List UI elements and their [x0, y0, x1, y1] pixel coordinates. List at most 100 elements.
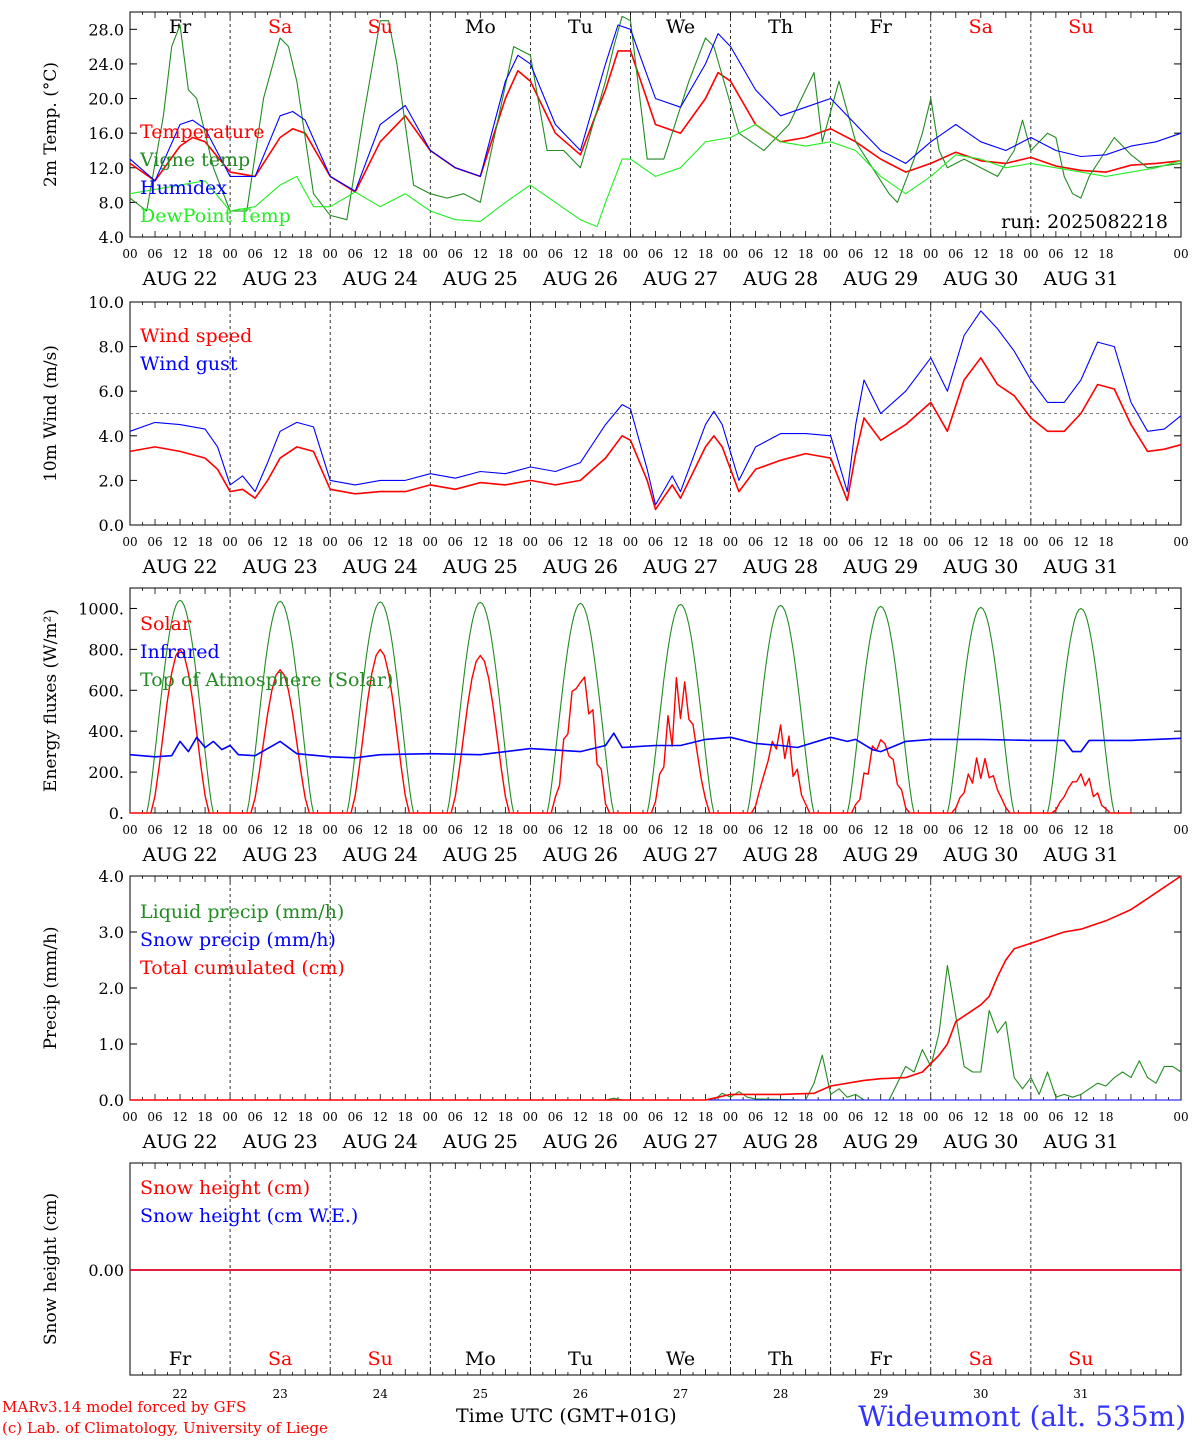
date-label: AUG 28	[742, 844, 818, 866]
hour-tick-label: 12	[673, 823, 688, 837]
hour-tick-label: 12	[773, 535, 788, 549]
panel-frame-3	[129, 587, 1182, 814]
hour-tick-label: 18	[598, 1110, 613, 1124]
station-name: Wideumont (alt. 535m)	[858, 1400, 1186, 1433]
hour-tick-label: 06	[247, 1110, 262, 1124]
hour-tick-label: 06	[748, 823, 763, 837]
hour-tick-label: 00	[923, 535, 938, 549]
y-tick-label: 2.0	[99, 979, 124, 998]
hour-tick-label: 18	[298, 1110, 313, 1124]
hour-tick-label: 06	[948, 535, 963, 549]
y-axis-label: 2m Temp. (°C)	[41, 62, 61, 187]
hour-tick-label: 12	[473, 247, 488, 261]
hour-tick-label: 00	[222, 247, 237, 261]
y-tick-label: 4.0	[99, 427, 124, 446]
hour-tick-label: 00	[723, 535, 738, 549]
hour-tick-label: 06	[1048, 823, 1063, 837]
hour-tick-label: 00	[523, 535, 538, 549]
hour-tick-label: 00	[222, 535, 237, 549]
hour-tick-label: 18	[1098, 535, 1113, 549]
hour-tick-label: 06	[448, 535, 463, 549]
hour-tick-label: 18	[998, 823, 1013, 837]
hour-tick-label: 12	[273, 823, 288, 837]
hour-tick-label: 18	[298, 535, 313, 549]
hour-tick-label: 18	[1098, 1110, 1113, 1124]
hour-tick-label: 00	[323, 1110, 338, 1124]
day-number-label: 25	[473, 1387, 488, 1401]
y-tick-label: 0.0	[99, 1091, 124, 1110]
series-liquid-precip-mm-h-	[130, 965, 1182, 1101]
hour-tick-label: 18	[498, 535, 513, 549]
y-tick-label: 0.0	[99, 516, 124, 535]
weekday-label: We	[666, 16, 695, 38]
hour-tick-label: 18	[598, 247, 613, 261]
date-label: AUG 31	[1042, 268, 1118, 290]
hour-tick-label: 18	[798, 247, 813, 261]
date-label: AUG 24	[342, 556, 418, 578]
hour-tick-label: 18	[498, 1110, 513, 1124]
day-number-label: 22	[172, 1387, 187, 1401]
hour-tick-label: 18	[197, 247, 212, 261]
weekday-label: Fr	[870, 16, 893, 38]
hour-tick-label: 12	[773, 247, 788, 261]
date-label: AUG 27	[642, 844, 718, 866]
hour-tick-label: 12	[373, 1110, 388, 1124]
hour-tick-label: 18	[898, 247, 913, 261]
date-label: AUG 26	[542, 556, 618, 578]
hour-tick-label: 12	[172, 823, 187, 837]
hour-tick-label: 06	[348, 823, 363, 837]
hour-tick-label: 00	[222, 1110, 237, 1124]
date-label: AUG 29	[842, 1131, 918, 1153]
y-tick-label: 24.0	[88, 55, 124, 74]
hour-tick-label: 12	[172, 535, 187, 549]
hour-tick-label: 00	[1173, 247, 1188, 261]
date-label: AUG 28	[742, 1131, 818, 1153]
hour-tick-label: 00	[923, 823, 938, 837]
y-tick-label: 8.0	[99, 338, 124, 357]
y-axis-label: Precip (mm/h)	[41, 926, 61, 1049]
hour-tick-label: 06	[948, 1110, 963, 1124]
hour-tick-label: 12	[973, 247, 988, 261]
date-label: AUG 31	[1042, 556, 1118, 578]
hour-tick-label: 18	[698, 1110, 713, 1124]
hour-tick-label: 00	[623, 1110, 638, 1124]
hour-tick-label: 00	[323, 247, 338, 261]
date-label: AUG 30	[942, 844, 1018, 866]
y-axis-label: Energy fluxes (W/m²)	[41, 609, 61, 792]
hour-tick-label: 00	[423, 823, 438, 837]
hour-tick-label: 06	[548, 1110, 563, 1124]
weekday-label: Su	[1068, 1348, 1093, 1370]
weekday-label: Tu	[568, 16, 593, 38]
date-label: AUG 29	[842, 844, 918, 866]
hour-tick-label: 00	[1173, 823, 1188, 837]
hour-tick-label: 06	[1048, 1110, 1063, 1124]
hour-tick-label: 00	[723, 823, 738, 837]
hour-tick-label: 18	[898, 823, 913, 837]
date-label: AUG 23	[242, 268, 318, 290]
hour-tick-label: 06	[1048, 535, 1063, 549]
legend-entry: Temperature	[140, 121, 264, 143]
legend-entry: Humidex	[140, 177, 227, 199]
hour-tick-label: 12	[673, 1110, 688, 1124]
hour-tick-label: 06	[548, 535, 563, 549]
hour-tick-label: 00	[122, 823, 137, 837]
hour-tick-label: 06	[247, 247, 262, 261]
date-label: AUG 22	[141, 1131, 217, 1153]
hour-tick-label: 18	[197, 1110, 212, 1124]
y-tick-label: 800.	[88, 640, 124, 659]
hour-tick-label: 00	[923, 1110, 938, 1124]
hour-tick-label: 06	[448, 1110, 463, 1124]
hour-tick-label: 12	[573, 535, 588, 549]
date-label: AUG 26	[542, 268, 618, 290]
weekday-label: Fr	[169, 16, 192, 38]
hour-tick-label: 00	[523, 247, 538, 261]
date-label: AUG 22	[141, 556, 217, 578]
date-label: AUG 31	[1042, 844, 1118, 866]
y-tick-label: 20.0	[88, 90, 124, 109]
y-tick-label: 12.0	[88, 159, 124, 178]
hour-tick-label: 06	[848, 535, 863, 549]
hour-tick-label: 12	[673, 535, 688, 549]
hour-tick-label: 18	[1098, 247, 1113, 261]
hour-tick-label: 00	[823, 823, 838, 837]
date-label: AUG 29	[842, 268, 918, 290]
